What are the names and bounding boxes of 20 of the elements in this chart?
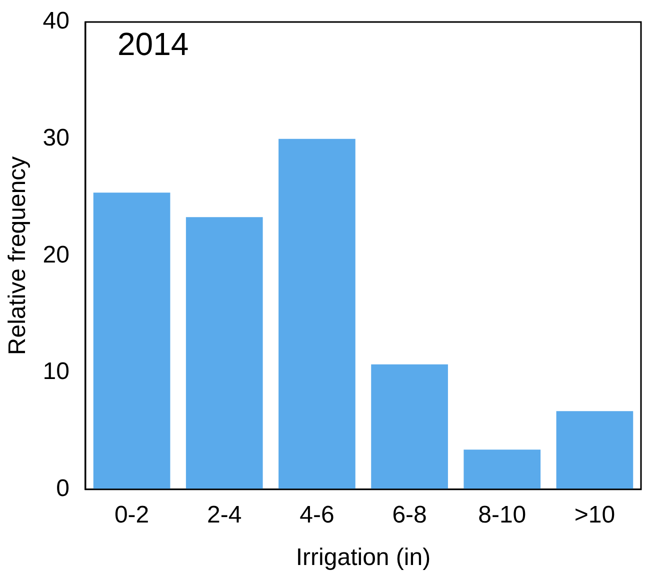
- x-tick-label: 2-4: [207, 501, 242, 528]
- bar: [278, 138, 356, 490]
- x-tick-label: 8-10: [478, 501, 526, 528]
- bar: [186, 217, 263, 490]
- bar: [371, 364, 448, 490]
- bar: [464, 450, 541, 490]
- x-tick-label: >10: [574, 501, 616, 528]
- x-tick-label: 4-6: [300, 501, 334, 528]
- annotation: 2014: [117, 26, 189, 62]
- y-tick-label: 30: [42, 124, 70, 152]
- x-axis-title: Irrigation (in): [296, 544, 431, 572]
- x-tick-label: 6-8: [392, 501, 427, 528]
- y-tick-label: 20: [42, 241, 70, 268]
- bar: [93, 192, 170, 490]
- x-tick-label: 0-2: [114, 501, 150, 528]
- y-tick-label: 40: [42, 8, 70, 35]
- bar: [556, 411, 634, 490]
- y-tick-label: 10: [42, 358, 70, 386]
- y-tick-label: 0: [56, 475, 70, 502]
- y-axis-title: Relative frequency: [4, 156, 32, 356]
